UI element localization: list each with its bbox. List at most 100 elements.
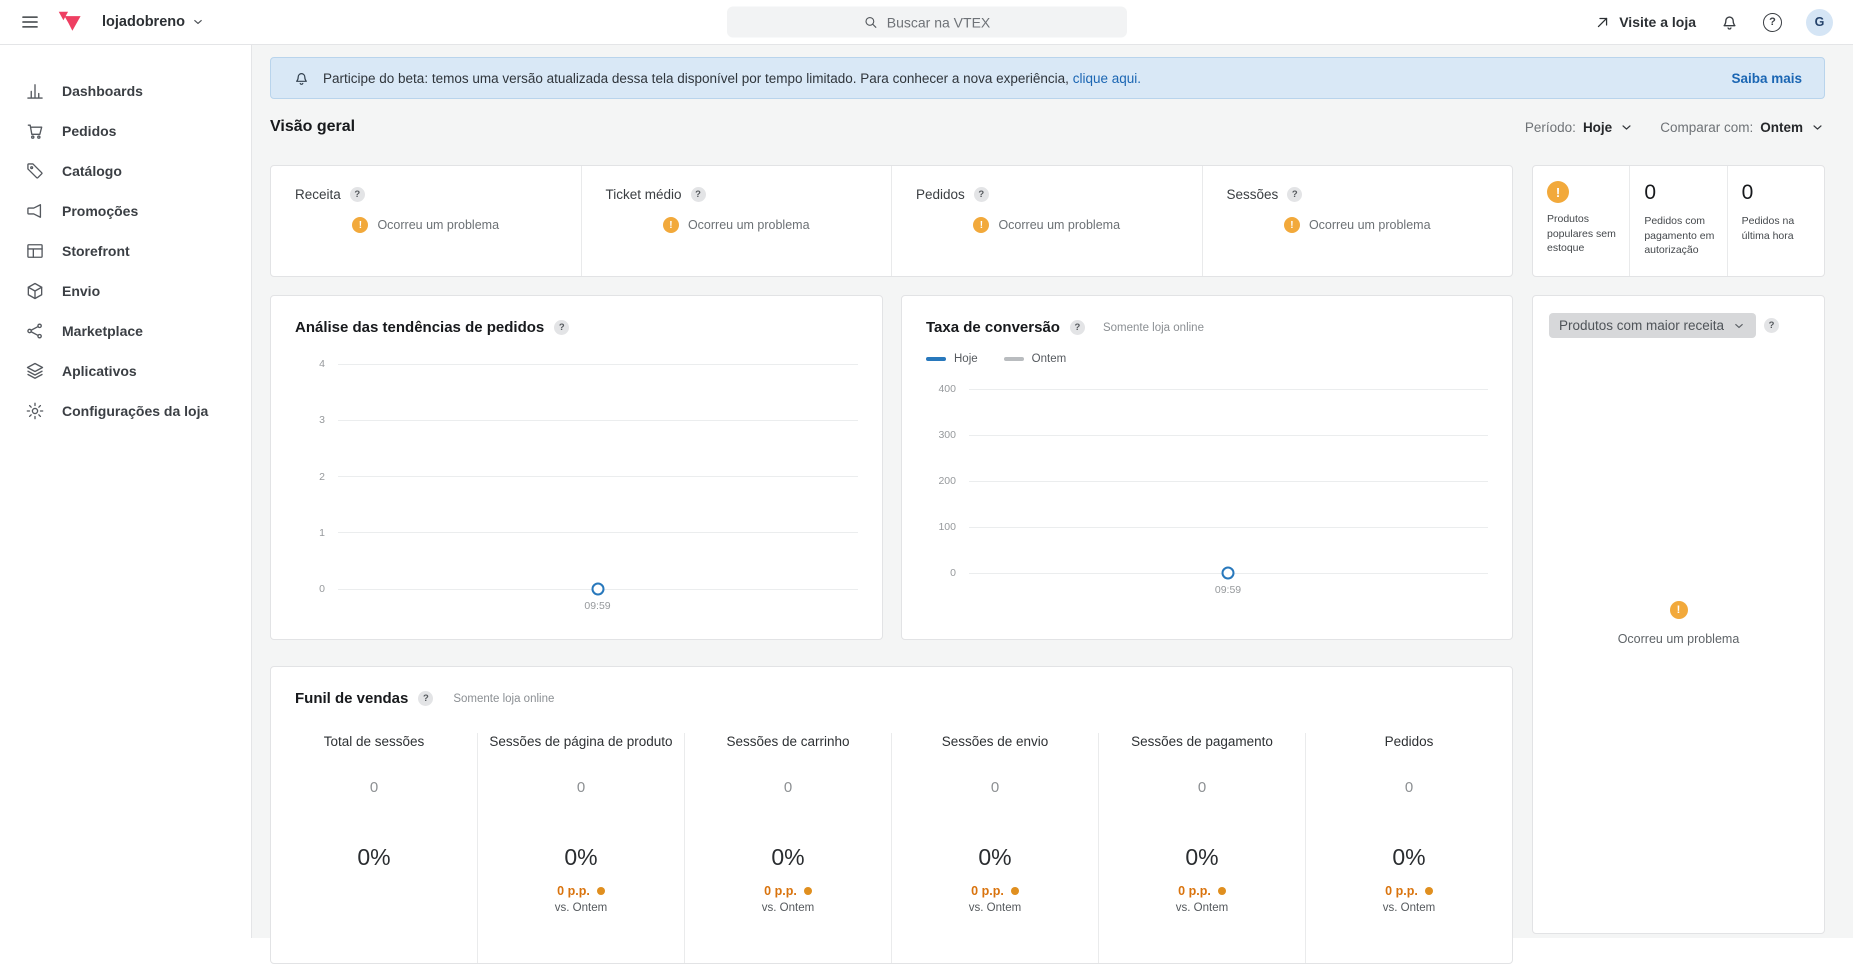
- gridline: [338, 419, 858, 421]
- panel-error-state: ! Ocorreu um problema: [1533, 601, 1824, 646]
- kpi-label: Ticket médio: [605, 187, 682, 202]
- funnel-title: Funil de vendas: [295, 690, 409, 707]
- kpi-error-text: Ocorreu um problema: [998, 218, 1121, 232]
- tag-icon: [25, 161, 45, 181]
- conversion-rate-card: Taxa de conversão ? Somente loja online …: [901, 295, 1513, 640]
- panel-error-text: Ocorreu um problema: [1617, 632, 1740, 646]
- quick-stat-label: Pedidos com pagamento em autorização: [1644, 215, 1715, 257]
- sidebar-item-configuracoes-da-loja[interactable]: Configurações da loja: [0, 391, 251, 431]
- sidebar-item-marketplace[interactable]: Marketplace: [0, 311, 251, 351]
- gridline: [969, 526, 1488, 528]
- warning-icon: !: [1547, 181, 1569, 203]
- delta-dot-icon: [596, 887, 605, 895]
- orders-trend-card: Análise das tendências de pedidos ? 4 3 2 1…: [270, 295, 883, 640]
- y-tick-label: 2: [319, 470, 325, 483]
- legend-item-ontem[interactable]: Ontem: [1003, 353, 1066, 365]
- funnel-column-rate: 0%: [978, 844, 1012, 870]
- funnel-column-vs-label: vs. Ontem: [1175, 902, 1229, 914]
- orders-trend-chart: 4 3 2 1 0 09:59: [295, 358, 858, 612]
- account-switcher[interactable]: lojadobreno: [102, 14, 205, 30]
- avatar[interactable]: G: [1806, 8, 1833, 36]
- gridline-row: 4: [295, 358, 858, 370]
- sidebar-item-aplicativos[interactable]: Aplicativos: [0, 351, 251, 391]
- funnel-column-delta: 0 p.p.: [1109, 884, 1295, 898]
- funnel-column-label: Total de sessões: [323, 734, 425, 749]
- kpi-error-text: Ocorreu um problema: [1308, 218, 1431, 232]
- help-icon[interactable]: ?: [690, 187, 706, 202]
- sidebar-item-label: Pedidos: [62, 123, 117, 139]
- vtex-logo-icon[interactable]: [58, 11, 82, 33]
- help-icon[interactable]: ?: [973, 187, 989, 202]
- search-input[interactable]: Buscar na VTEX: [726, 6, 1127, 38]
- legend-line-icon: [926, 357, 946, 361]
- gridline-row: 3: [295, 414, 858, 426]
- funnel-column-count: 0: [1197, 779, 1207, 796]
- visit-store-button[interactable]: Visite a loja: [1595, 14, 1696, 30]
- funnel-column-vs-label: vs. Ontem: [968, 902, 1022, 914]
- data-point: [1221, 566, 1235, 580]
- legend-line-icon: [1003, 357, 1024, 361]
- help-icon[interactable]: ?: [1764, 318, 1780, 334]
- sidebar-item-catalogo[interactable]: Catálogo: [0, 151, 251, 191]
- banner-link[interactable]: clique aqui.: [1072, 70, 1142, 86]
- gridline: [969, 434, 1488, 436]
- notifications-bell-icon[interactable]: [1720, 13, 1739, 32]
- kpi-error-text: Ocorreu um problema: [687, 218, 810, 232]
- sidebar-item-label: Aplicativos: [62, 363, 137, 379]
- saiba-mais-link[interactable]: Saiba mais: [1731, 70, 1802, 86]
- layers-icon: [25, 361, 45, 381]
- help-icon[interactable]: ?: [418, 691, 434, 706]
- y-tick-label: 3: [319, 414, 325, 427]
- funnel-column-label: Sessões de página de produto: [489, 734, 673, 749]
- package-icon: [25, 281, 45, 301]
- storefront-icon: [25, 241, 45, 261]
- funnel-column-count: 0: [783, 779, 793, 796]
- sidebar-item-pedidos[interactable]: Pedidos: [0, 111, 251, 151]
- compare-select[interactable]: Comparar com: Ontem: [1660, 120, 1825, 135]
- y-tick-label: 200: [938, 475, 956, 487]
- chart-title: Taxa de conversão: [926, 319, 1060, 336]
- help-icon[interactable]: ?: [554, 320, 570, 335]
- sidebar-item-promocoes[interactable]: Promoções: [0, 191, 251, 231]
- megaphone-icon: [25, 201, 45, 221]
- sidebar-item-label: Storefront: [62, 243, 130, 259]
- funnel-column-rate: 0%: [771, 844, 805, 870]
- kpi-cell-sessoes: Sessões?! Ocorreu um problema: [1201, 166, 1513, 276]
- funnel-column-delta: 0 p.p.: [1316, 884, 1502, 898]
- period-select[interactable]: Período: Hoje: [1525, 120, 1634, 135]
- topbar-actions: Visite a loja ? G: [1595, 8, 1833, 36]
- gridline-row: 300: [926, 429, 1488, 441]
- help-icon[interactable]: ?: [349, 187, 365, 202]
- funnel-column-vs-label: vs. Ontem: [554, 902, 608, 914]
- sidebar-item-envio[interactable]: Envio: [0, 271, 251, 311]
- legend-item-hoje[interactable]: Hoje: [926, 353, 978, 365]
- delta-dot-icon: [1010, 887, 1019, 895]
- help-icon[interactable]: ?: [1763, 12, 1782, 32]
- sidebar-item-storefront[interactable]: Storefront: [0, 231, 251, 271]
- quick-stat-value: 0: [1741, 181, 1754, 204]
- chevron-down-icon: [1732, 319, 1746, 333]
- funnel-column-vs-label: vs. Ontem: [1382, 902, 1436, 914]
- sidebar-item-dashboards[interactable]: Dashboards: [0, 71, 251, 111]
- funnel-column-count: 0: [576, 779, 586, 796]
- chevron-down-icon: [1810, 120, 1825, 135]
- sidebar-item-label: Envio: [62, 283, 101, 299]
- products-metric-select[interactable]: Produtos com maior receita: [1549, 313, 1757, 338]
- y-tick-label: 100: [938, 521, 956, 533]
- gridline-row: 2: [295, 471, 858, 483]
- help-icon[interactable]: ?: [1069, 320, 1085, 335]
- funnel-column-sessoes-de-pagamento: Sessões de pagamento 0 0% 0 p.p. vs. Ontem: [1098, 733, 1305, 963]
- page-header: Visão geral Período: Hoje Comparar com: …: [270, 116, 1825, 138]
- bar-chart-icon: [25, 81, 45, 101]
- kpi-label: Pedidos: [916, 187, 965, 202]
- warning-icon: !: [1669, 601, 1688, 619]
- gridline: [338, 363, 858, 365]
- quick-stat-label: Pedidos na última hora: [1741, 215, 1795, 242]
- gear-icon: [25, 401, 45, 421]
- funnel-column-delta: 0 p.p.: [695, 884, 881, 898]
- funnel-column-count: 0: [1404, 779, 1414, 796]
- menu-icon[interactable]: [20, 12, 40, 32]
- help-icon[interactable]: ?: [1287, 187, 1303, 202]
- warning-icon: !: [1283, 217, 1300, 233]
- kpi-label: Sessões: [1226, 187, 1279, 202]
